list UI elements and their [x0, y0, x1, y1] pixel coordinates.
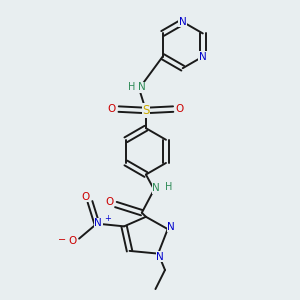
- Text: O: O: [105, 197, 113, 207]
- Text: O: O: [81, 192, 89, 202]
- Text: H: H: [165, 182, 173, 192]
- Text: N: N: [94, 218, 102, 228]
- Text: O: O: [108, 104, 116, 114]
- Text: N: N: [138, 82, 146, 92]
- Text: S: S: [142, 104, 150, 117]
- Text: +: +: [104, 214, 111, 223]
- Text: O: O: [68, 236, 76, 246]
- Text: N: N: [179, 17, 187, 27]
- Text: N: N: [157, 252, 164, 262]
- Text: N: N: [199, 52, 207, 61]
- Text: N: N: [152, 183, 160, 193]
- Text: N: N: [167, 222, 175, 232]
- Text: −: −: [58, 235, 66, 245]
- Text: O: O: [176, 104, 184, 114]
- Text: H: H: [128, 82, 135, 92]
